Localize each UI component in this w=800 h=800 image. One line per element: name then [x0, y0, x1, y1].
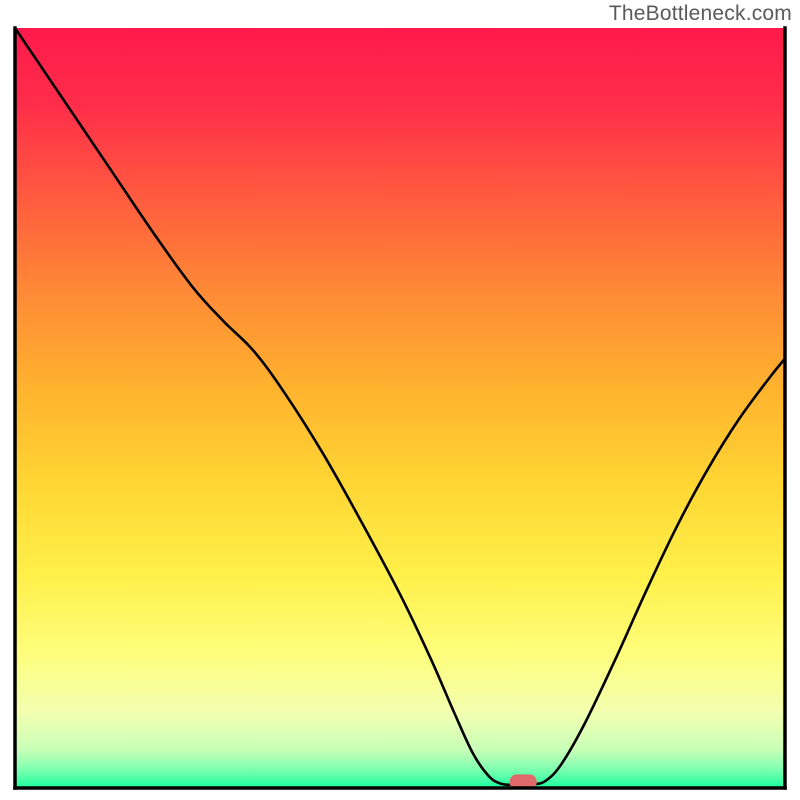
watermark-label: TheBottleneck.com — [609, 2, 792, 26]
chart-container: TheBottleneck.com — [0, 0, 800, 800]
gradient-background — [15, 28, 785, 788]
bottleneck-curve-chart — [0, 0, 800, 800]
